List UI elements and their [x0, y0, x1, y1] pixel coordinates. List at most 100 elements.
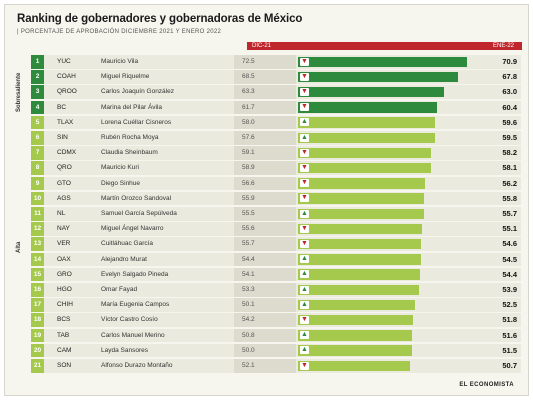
prev-value: 55.6: [234, 222, 296, 236]
prev-value: 72.5: [234, 55, 296, 69]
trend-down-icon: ▼: [300, 179, 309, 188]
trend-down-icon: ▼: [300, 148, 309, 157]
approval-bar: [298, 269, 421, 280]
state-code: NAY: [57, 225, 70, 233]
rank-number: 4: [31, 100, 44, 115]
state-code: BC: [57, 103, 67, 111]
approval-bar: [298, 254, 421, 265]
governor-name: Evelyn Salgado Pineda: [101, 270, 169, 278]
table-row: 1 YUC Mauricio Vila 72.5 ▼ 70.9: [17, 55, 525, 70]
chart-title: Ranking de gobernadores y gobernadoras d…: [17, 13, 303, 25]
governor-name: Omar Fayad: [101, 286, 138, 293]
rank-number: 14: [31, 252, 44, 267]
current-value: 63.0: [502, 87, 517, 97]
rank-number: 9: [31, 176, 44, 191]
prev-value: 56.6: [234, 176, 296, 191]
trend-down-icon: ▼: [300, 72, 309, 81]
table-row: 19 TAB Carlos Manuel Merino 50.8 ▲ 51.6: [17, 328, 525, 344]
table-row: 13 VER Cuitláhuac García 55.7 ▼ 54.6: [17, 237, 525, 252]
approval-bar: [298, 56, 467, 67]
current-value: 54.6: [502, 239, 517, 249]
current-value: 58.1: [502, 163, 517, 173]
current-value: 59.6: [502, 117, 517, 127]
governor-name: Miguel Ángel Navarro: [101, 225, 164, 233]
trend-down-icon: ▼: [300, 87, 309, 96]
trend-down-icon: ▼: [300, 315, 309, 324]
chart-subtitle: | PORCENTAJE DE APROBACIÓN DICIEMBRE 202…: [17, 29, 222, 35]
state-code: YUC: [57, 58, 71, 65]
rank-number: 12: [31, 222, 44, 236]
trend-up-icon: ▲: [300, 255, 309, 264]
prev-value: 57.6: [234, 131, 296, 145]
table-row: 7 CDMX Claudia Sheinbaum 59.1 ▼ 58.2: [17, 146, 525, 161]
rank-number: 16: [31, 283, 44, 297]
rank-number: 21: [31, 359, 44, 373]
rank-number: 19: [31, 328, 44, 343]
governor-name: Claudia Sheinbaum: [101, 149, 158, 157]
governor-name: Carlos Joaquín González: [101, 88, 174, 96]
state-code: NL: [57, 210, 66, 217]
state-code: CHIH: [57, 301, 73, 309]
trend-down-icon: ▼: [300, 194, 309, 203]
rank-number: 2: [31, 70, 44, 84]
prev-value: 50.1: [234, 298, 296, 312]
approval-bar: [298, 238, 421, 250]
current-value: 51.6: [502, 330, 517, 340]
approval-bar: [298, 360, 410, 371]
table-row: 9 GTO Diego Sinhue 56.6 ▼ 56.2: [17, 176, 525, 192]
prev-value: 55.5: [234, 207, 296, 221]
trend-up-icon: ▲: [300, 209, 309, 218]
governor-name: Víctor Castro Cosío: [101, 316, 158, 324]
rank-number: 1: [31, 55, 44, 69]
prev-value: 58.9: [234, 161, 296, 175]
governor-name: Mauricio Kuri: [101, 164, 139, 172]
approval-bar: [298, 162, 431, 174]
prev-value: 61.7: [234, 100, 296, 115]
trend-up-icon: ▲: [300, 270, 309, 279]
rank-number: 6: [31, 131, 44, 145]
prev-value: 68.5: [234, 70, 296, 84]
trend-down-icon: ▼: [300, 57, 309, 66]
current-value: 70.9: [502, 57, 517, 66]
table-row: 18 BCS Víctor Castro Cosío 54.2 ▼ 51.8: [17, 313, 525, 328]
prev-value: 50.0: [234, 343, 296, 358]
rank-number: 13: [31, 237, 44, 251]
governor-name: Layda Sansores: [101, 346, 148, 354]
trend-up-icon: ▲: [300, 346, 309, 355]
prev-value: 52.1: [234, 359, 296, 373]
rank-number: 8: [31, 161, 44, 175]
current-value: 55.1: [502, 224, 517, 234]
current-value: 54.4: [502, 269, 517, 279]
state-code: AGS: [57, 194, 71, 202]
rank-number: 20: [31, 343, 44, 358]
governor-name: Lorena Cuéllar Cisneros: [101, 118, 172, 126]
state-code: OAX: [57, 255, 71, 263]
trend-up-icon: ▲: [300, 300, 309, 309]
table-row: 11 NL Samuel García Sepúlveda 55.5 ▲ 55.7: [17, 207, 525, 222]
current-value: 50.7: [502, 361, 517, 370]
current-value: 67.8: [502, 72, 517, 82]
trend-down-icon: ▼: [300, 361, 309, 370]
trend-down-icon: ▼: [300, 103, 309, 112]
approval-bar: [298, 117, 435, 128]
column-header-prev: DIC-21: [252, 43, 272, 49]
current-value: 53.9: [502, 285, 517, 294]
current-value: 51.8: [502, 315, 517, 325]
approval-bar: [298, 86, 445, 98]
table-row: 16 HGO Omar Fayad 53.3 ▲ 53.9: [17, 283, 525, 298]
current-value: 55.8: [502, 193, 517, 203]
prev-value: 63.3: [234, 85, 296, 99]
prev-value: 50.8: [234, 328, 296, 343]
governor-name: Samuel García Sepúlveda: [101, 210, 177, 217]
column-header-cur: ENE-22: [492, 43, 514, 49]
table-row: 10 AGS Martín Orozco Sandoval 55.9 ▼ 55.8: [17, 191, 525, 207]
current-value: 56.2: [502, 178, 517, 188]
table-row: 15 GRO Evelyn Salgado Pineda 54.1 ▲ 54.4: [17, 267, 525, 283]
governor-name: Alfonso Durazo Montaño: [101, 362, 173, 369]
trend-down-icon: ▼: [300, 224, 309, 233]
state-code: TAB: [57, 331, 70, 339]
state-code: COAH: [57, 73, 76, 81]
approval-bar: [298, 314, 414, 326]
rank-number: 7: [31, 146, 44, 160]
approval-bar: [298, 132, 435, 143]
